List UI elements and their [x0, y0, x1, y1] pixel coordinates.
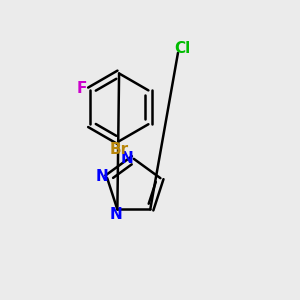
- Text: N: N: [121, 151, 134, 166]
- Text: F: F: [76, 81, 87, 96]
- Text: Cl: Cl: [174, 41, 190, 56]
- Text: N: N: [95, 169, 108, 184]
- Text: N: N: [110, 207, 122, 222]
- Text: Br: Br: [110, 142, 129, 157]
